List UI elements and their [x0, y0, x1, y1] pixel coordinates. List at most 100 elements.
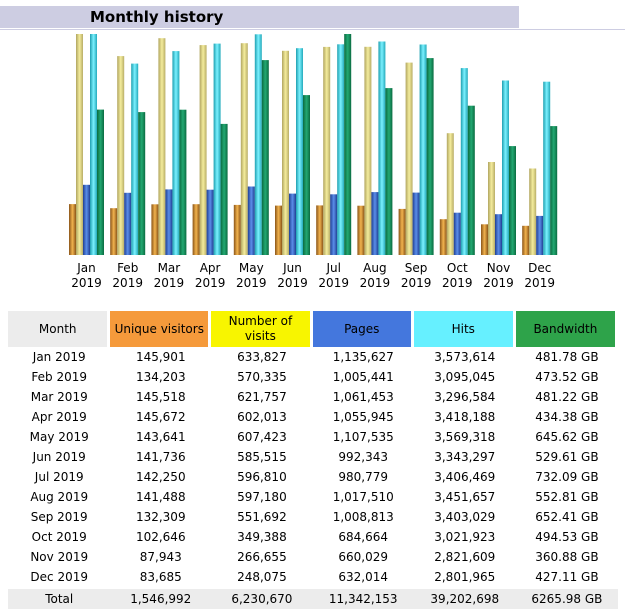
bar-visits-11 [529, 168, 537, 255]
cell-visits: 551,692 [237, 510, 287, 524]
year-label-0: 2019 [71, 276, 102, 290]
bar-hits-4 [254, 34, 262, 255]
cell-visitors: 141,488 [135, 490, 186, 504]
cell-bandwidth: 481.78 GB [535, 350, 599, 364]
bar-visits-3 [199, 45, 207, 255]
bar-pages-10 [495, 214, 502, 255]
bar-hits-8 [419, 44, 427, 255]
cell-month: Feb 2019 [31, 370, 88, 384]
cell-month: Dec 2019 [30, 570, 88, 584]
cell-pages: 1,005,441 [332, 370, 394, 384]
table-row: Jul 2019 142,250 596,810 980,779 3,406,469 73… [8, 467, 618, 487]
cell-visits: 633,827 [237, 350, 287, 364]
month-label-2: Mar [158, 261, 181, 275]
bar-visits-1 [117, 56, 125, 255]
bar-visits-5 [282, 50, 289, 255]
month-label-9: Oct [447, 261, 468, 275]
bar-pages-8 [412, 192, 420, 255]
table-row: Jun 2019 141,736 585,515 992,343 3,343,297 52… [8, 447, 618, 467]
bar-bandwidth-3 [220, 123, 228, 256]
cell-pages: 1,008,813 [332, 510, 394, 524]
year-label-8: 2019 [401, 276, 432, 290]
cell-month: Jul 2019 [34, 470, 84, 484]
table-row: Dec 2019 83,685 248,075 632,014 2,801,965 427… [8, 567, 618, 587]
year-label-1: 2019 [112, 276, 143, 290]
table-row: Aug 2019 141,488 597,180 1,017,510 3,451,657… [8, 487, 618, 507]
header-month: Month [8, 311, 111, 347]
total-bandwidth: 6265.98 GB [515, 587, 618, 609]
year-label-7: 2019 [360, 276, 391, 290]
bar-hits-3 [213, 43, 221, 255]
cell-bandwidth: 645.62 GB [535, 430, 599, 444]
month-label-7: Aug [363, 261, 386, 275]
month-label-8: Sep [405, 261, 428, 275]
header-hits: Hits [413, 311, 516, 347]
bar-visits-8 [405, 62, 413, 255]
cell-hits: 3,021,923 [434, 530, 496, 544]
bar-pages-6 [330, 194, 338, 255]
cell-month: Aug 2019 [30, 490, 89, 504]
bar-visitors-11 [522, 225, 530, 255]
bar-visitors-5 [275, 205, 282, 255]
bar-visitors-1 [110, 208, 118, 255]
bar-visits-9 [446, 133, 454, 255]
cell-hits: 3,573,614 [434, 350, 496, 364]
bar-bandwidth-5 [303, 95, 310, 255]
cell-hits: 3,095,045 [434, 370, 496, 384]
cell-pages: 992,343 [338, 450, 389, 464]
bar-hits-7 [378, 41, 386, 255]
bar-pages-2 [165, 189, 173, 255]
section-title-bar: Monthly history [0, 6, 519, 28]
bar-pages-9 [453, 212, 461, 255]
total-visits: 6,230,670 [211, 587, 313, 609]
year-label-6: 2019 [318, 276, 349, 290]
bar-bandwidth-1 [138, 112, 146, 255]
cell-bandwidth: 434.38 GB [535, 410, 599, 424]
cell-visitors: 145,518 [135, 390, 186, 404]
cell-bandwidth: 473.52 GB [535, 370, 599, 384]
table-row: Oct 2019 102,646 349,388 684,664 3,021,923 49… [8, 527, 618, 547]
section-title: Monthly history [90, 8, 224, 26]
cell-hits: 3,403,029 [434, 510, 496, 524]
year-label-5: 2019 [277, 276, 308, 290]
cell-bandwidth: 552.81 GB [535, 490, 599, 504]
cell-visitors: 132,309 [135, 510, 186, 524]
month-label-11: Dec [528, 261, 551, 275]
month-label-3: Apr [200, 261, 221, 275]
cell-visitors: 83,685 [139, 570, 182, 584]
bar-pages-0 [83, 184, 90, 255]
bar-pages-4 [247, 186, 255, 255]
bar-bandwidth-9 [467, 105, 475, 255]
cell-visitors: 134,203 [135, 370, 186, 384]
total-label: Total [8, 587, 111, 609]
bar-bandwidth-6 [344, 34, 352, 255]
bar-visitors-9 [439, 219, 447, 255]
total-hits: 39,202,698 [413, 587, 516, 609]
table-header-row: Month Unique visitors Number of visits P… [8, 311, 618, 347]
bar-visitors-2 [151, 204, 159, 255]
bar-visits-6 [323, 46, 331, 256]
bar-pages-3 [206, 189, 214, 255]
bar-visitors-7 [357, 205, 365, 255]
header-unique-visitors: Unique visitors [110, 311, 212, 347]
cell-hits: 3,343,297 [434, 450, 496, 464]
cell-hits: 2,821,609 [434, 550, 496, 564]
bar-visits-10 [488, 162, 495, 255]
month-label-5: Jun [282, 261, 302, 275]
year-label-9: 2019 [442, 276, 473, 290]
cell-pages: 660,029 [338, 550, 389, 564]
bar-bandwidth-11 [550, 126, 558, 255]
cell-hits: 3,451,657 [434, 490, 496, 504]
cell-visits: 585,515 [237, 450, 287, 464]
bar-bandwidth-2 [179, 109, 187, 255]
cell-visitors: 145,672 [135, 410, 186, 424]
cell-month: Jan 2019 [32, 350, 86, 364]
cell-visits: 266,655 [237, 550, 287, 564]
cell-hits: 3,406,469 [434, 470, 496, 484]
cell-visitors: 145,901 [135, 350, 186, 364]
month-label-4: May [239, 261, 264, 275]
cell-month: Apr 2019 [31, 410, 87, 424]
cell-visitors: 142,250 [135, 470, 186, 484]
cell-hits: 3,418,188 [434, 410, 496, 424]
cell-visitors: 102,646 [135, 530, 186, 544]
